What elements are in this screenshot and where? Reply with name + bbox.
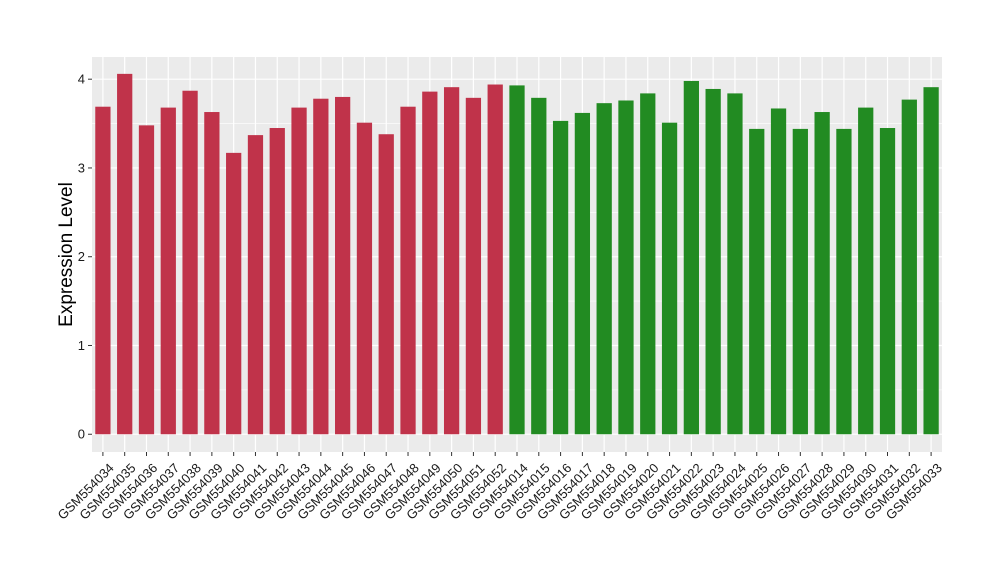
- bar-GSM554031: [879, 128, 896, 435]
- bar-GSM554029: [836, 128, 852, 435]
- bar-GSM554015: [531, 97, 547, 435]
- y-tick-label: 1: [78, 338, 85, 353]
- y-axis: 0 1 2 3 4: [78, 72, 92, 442]
- y-tick-label: 4: [78, 72, 85, 87]
- bar-GSM554039: [204, 112, 220, 435]
- bar-GSM554021: [661, 122, 678, 435]
- bar-GSM554024: [727, 93, 743, 435]
- bar-GSM554038: [182, 90, 198, 435]
- bar-GSM554041: [247, 135, 264, 435]
- bar-GSM554036: [138, 125, 155, 435]
- bar-GSM554016: [552, 120, 569, 435]
- bar-GSM554052: [487, 84, 503, 435]
- bar-GSM554014: [509, 85, 525, 435]
- bar-GSM554019: [618, 100, 634, 435]
- bar-GSM554030: [858, 107, 874, 435]
- bar-GSM554018: [596, 103, 612, 435]
- bar-GSM554045: [335, 96, 351, 435]
- bars: [95, 73, 939, 435]
- y-tick-label: 2: [78, 249, 85, 264]
- bar-GSM554034: [95, 106, 111, 435]
- bar-GSM554037: [160, 107, 176, 435]
- bar-GSM554046: [356, 122, 373, 435]
- bar-GSM554043: [291, 107, 307, 435]
- bar-GSM554027: [792, 128, 808, 435]
- bar-GSM554017: [574, 112, 591, 435]
- bar-GSM554022: [683, 80, 699, 435]
- bar-GSM554042: [269, 128, 285, 435]
- bar-GSM554023: [705, 88, 721, 435]
- bar-GSM554049: [422, 91, 438, 435]
- x-axis: GSM554034GSM554035GSM554036GSM554037GSM5…: [55, 452, 945, 523]
- bar-GSM554033: [923, 87, 939, 435]
- bar-GSM554028: [814, 112, 830, 435]
- bar-GSM554020: [640, 93, 656, 435]
- bar-GSM554026: [770, 108, 787, 435]
- bar-GSM554025: [749, 128, 765, 435]
- bar-GSM554051: [465, 97, 482, 435]
- bar-GSM554040: [226, 152, 242, 435]
- bar-GSM554048: [400, 106, 416, 435]
- bar-GSM554047: [378, 134, 394, 435]
- bar-GSM554050: [443, 87, 460, 435]
- bar-GSM554044: [313, 98, 329, 435]
- bar-GSM554035: [117, 73, 133, 435]
- y-tick-label: 3: [78, 160, 85, 175]
- y-tick-label: 0: [78, 427, 85, 442]
- bar-GSM554032: [901, 99, 917, 435]
- y-axis-title: Expression Level: [56, 182, 77, 327]
